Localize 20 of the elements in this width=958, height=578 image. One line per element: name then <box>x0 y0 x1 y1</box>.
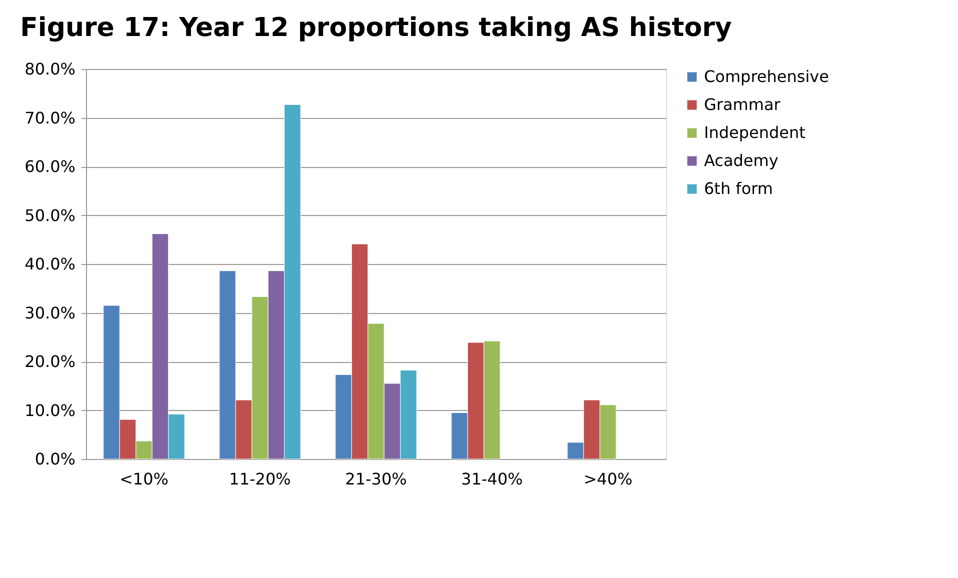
y-tick-label: 80.0% <box>24 60 76 78</box>
y-tick-label: 70.0% <box>24 108 76 128</box>
y-tick-label: 60.0% <box>24 157 76 176</box>
x-tick-label: 31-40% <box>461 470 523 488</box>
legend-label: 6th form <box>704 179 773 198</box>
legend-label: Independent <box>704 123 806 142</box>
x-tick-label: 21-30% <box>345 470 407 488</box>
y-tick-label: 0.0% <box>34 450 76 468</box>
y-tick-label: 50.0% <box>24 206 76 225</box>
legend-label: Academy <box>704 151 778 170</box>
legend-label: Grammar <box>704 95 781 114</box>
x-tick-label: >40% <box>584 470 632 488</box>
x-tick-label: <10% <box>120 470 168 488</box>
y-tick-label: 20.0% <box>24 352 76 371</box>
y-tick-label: 30.0% <box>24 303 76 322</box>
chart-title: Figure 17: Year 12 proportions taking AS history <box>20 13 732 43</box>
y-tick-label: 10.0% <box>24 400 76 420</box>
legend-label: Comprehensive <box>704 67 829 86</box>
y-tick-label: 40.0% <box>24 254 76 274</box>
x-tick-label: 11-20% <box>229 470 291 488</box>
